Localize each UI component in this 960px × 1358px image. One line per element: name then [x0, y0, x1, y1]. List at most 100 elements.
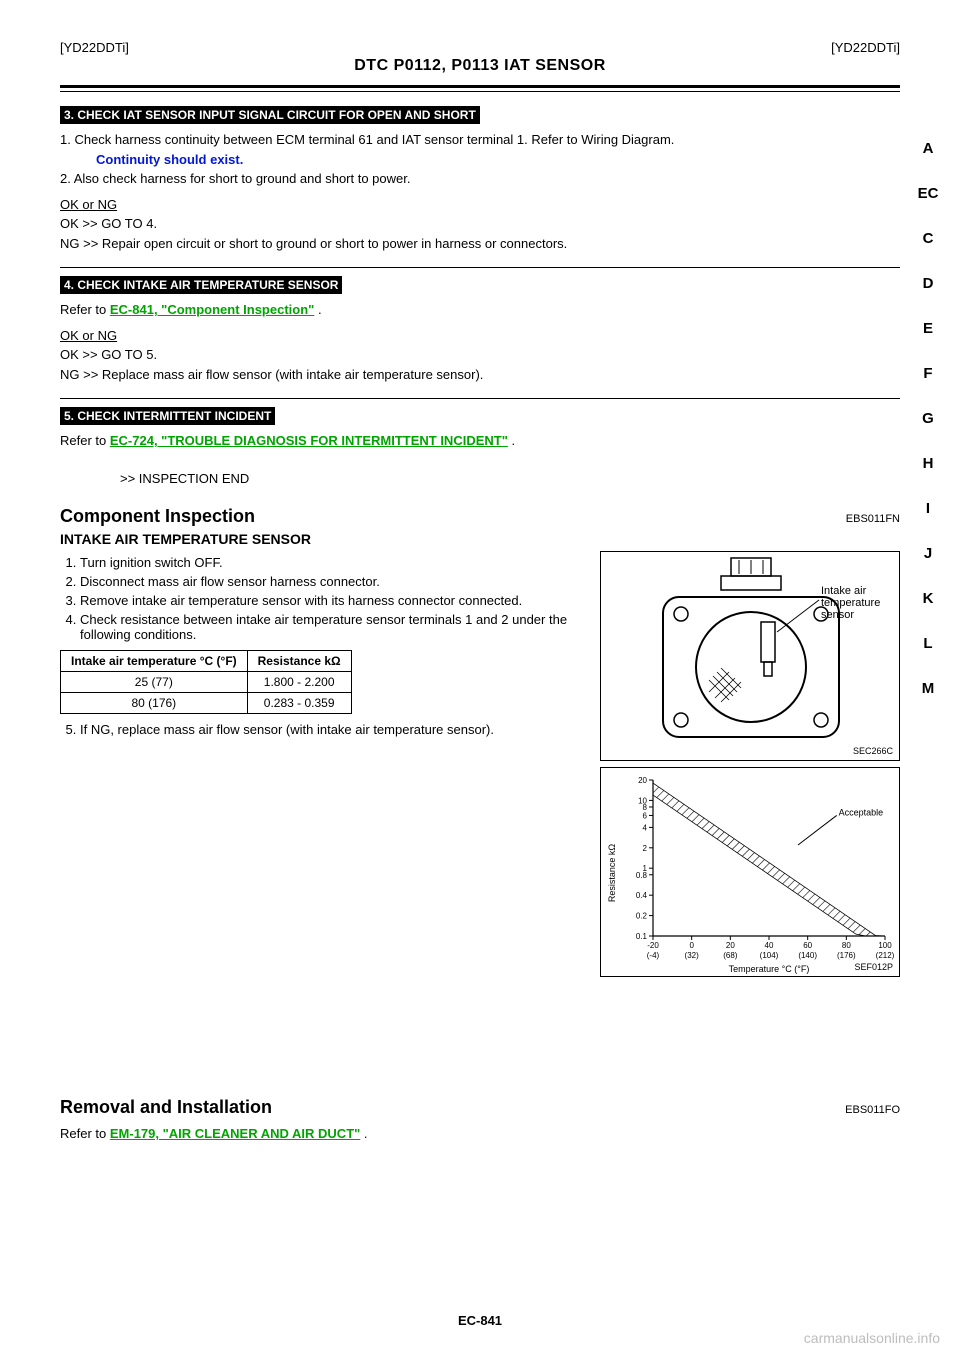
component-step-1: Turn ignition switch OFF.: [80, 555, 586, 570]
table-row: 25 (77) 1.800 - 2.200: [61, 672, 352, 693]
step3-section: 3. CHECK IAT SENSOR INPUT SIGNAL CIRCUIT…: [60, 106, 900, 253]
svg-text:0.4: 0.4: [636, 891, 648, 900]
tab-c[interactable]: C: [916, 230, 940, 247]
svg-text:40: 40: [765, 941, 774, 950]
svg-text:(68): (68): [723, 951, 738, 960]
divider: [60, 267, 900, 268]
svg-text:4: 4: [643, 823, 648, 832]
step5-period: .: [512, 433, 516, 448]
step3-result: Continuity should exist.: [96, 150, 900, 170]
svg-text:0.1: 0.1: [636, 932, 648, 941]
step3-line1: 1. Check harness continuity between ECM …: [60, 130, 900, 150]
tab-l[interactable]: L: [916, 635, 940, 652]
component-step-3: Remove intake air temperature sensor wit…: [80, 593, 586, 608]
header-left: [YD22DDTi]: [60, 40, 129, 55]
tab-j[interactable]: J: [916, 545, 940, 562]
svg-text:6: 6: [643, 811, 648, 820]
table-header-temp: Intake air temperature °C (°F): [61, 651, 248, 672]
svg-text:20: 20: [638, 776, 647, 785]
step4-section: 4. CHECK INTAKE AIR TEMPERATURE SENSOR R…: [60, 276, 900, 384]
divider: [60, 85, 900, 88]
step4-okng: OK or NG: [60, 326, 900, 346]
svg-text:80: 80: [842, 941, 851, 950]
svg-text:1: 1: [643, 864, 648, 873]
table-header-res: Resistance kΩ: [247, 651, 351, 672]
tab-a[interactable]: A: [916, 140, 940, 157]
step5-bar: 5. CHECK INTERMITTENT INCIDENT: [60, 407, 275, 425]
svg-text:60: 60: [803, 941, 812, 950]
tab-f[interactable]: F: [916, 365, 940, 382]
tab-e[interactable]: E: [916, 320, 940, 337]
step4-link[interactable]: EC-841, "Component Inspection": [110, 302, 314, 317]
svg-text:(140): (140): [798, 951, 817, 960]
figure-chart: 0.10.20.40.8124681020Resistance kΩ-20(-4…: [600, 767, 900, 977]
svg-text:10: 10: [638, 796, 647, 805]
svg-text:20: 20: [726, 941, 735, 950]
removal-link[interactable]: EM-179, "AIR CLEANER AND AIR DUCT": [110, 1126, 360, 1141]
svg-text:Temperature °C (°F): Temperature °C (°F): [729, 964, 810, 974]
tab-m[interactable]: M: [916, 680, 940, 697]
figure2-code: SEF012P: [854, 962, 893, 972]
component-code: EBS011FN: [846, 513, 900, 525]
step3-ok: OK >> GO TO 4.: [60, 214, 900, 234]
removal-code: EBS011FO: [845, 1104, 900, 1116]
svg-text:2: 2: [643, 844, 648, 853]
component-step-5: If NG, replace mass air flow sensor (wit…: [80, 722, 586, 737]
header-right: [YD22DDTi]: [831, 40, 900, 55]
component-step-4: Check resistance between intake air temp…: [80, 612, 586, 642]
step4-bar: 4. CHECK INTAKE AIR TEMPERATURE SENSOR: [60, 276, 342, 294]
component-heading: Component Inspection: [60, 506, 255, 527]
resistance-table: Intake air temperature °C (°F) Resistanc…: [60, 650, 352, 714]
side-nav-tabs: A EC C D E F G H I J K L M: [916, 140, 940, 697]
step5-end: >> INSPECTION END: [120, 469, 900, 489]
step4-refer: Refer to: [60, 302, 110, 317]
header-row: [YD22DDTi] [YD22DDTi]: [60, 40, 900, 55]
step3-okng: OK or NG: [60, 195, 900, 215]
svg-text:0.2: 0.2: [636, 912, 648, 921]
step4-ok: OK >> GO TO 5.: [60, 345, 900, 365]
svg-text:0: 0: [689, 941, 694, 950]
component-step-2: Disconnect mass air flow sensor harness …: [80, 574, 586, 589]
removal-heading: Removal and Installation: [60, 1097, 272, 1118]
removal-heading-row: Removal and Installation EBS011FO: [60, 1097, 900, 1118]
svg-text:(212): (212): [876, 951, 895, 960]
page-number: EC-841: [0, 1313, 960, 1328]
svg-text:sensor: sensor: [821, 609, 854, 621]
divider: [60, 91, 900, 92]
step3-bar: 3. CHECK IAT SENSOR INPUT SIGNAL CIRCUIT…: [60, 106, 480, 124]
tab-k[interactable]: K: [916, 590, 940, 607]
component-sub: INTAKE AIR TEMPERATURE SENSOR: [60, 531, 900, 547]
svg-text:Acceptable: Acceptable: [839, 807, 884, 817]
svg-text:(32): (32): [685, 951, 700, 960]
step5-refer: Refer to: [60, 433, 110, 448]
step4-period: .: [318, 302, 322, 317]
svg-text:(104): (104): [760, 951, 779, 960]
svg-text:temperature: temperature: [821, 597, 880, 609]
removal-period: .: [364, 1126, 368, 1141]
divider: [60, 398, 900, 399]
svg-text:Resistance kΩ: Resistance kΩ: [607, 844, 617, 903]
figure-sensor: Intake air temperature sensor SEC266C: [600, 551, 900, 761]
tab-h[interactable]: H: [916, 455, 940, 472]
tab-g[interactable]: G: [916, 410, 940, 427]
figure1-code: SEC266C: [853, 746, 893, 756]
svg-text:-20: -20: [647, 941, 659, 950]
tab-d[interactable]: D: [916, 275, 940, 292]
component-text: Turn ignition switch OFF. Disconnect mas…: [60, 551, 586, 741]
watermark: carmanualsonline.info: [804, 1330, 940, 1346]
removal-refer: Refer to: [60, 1126, 110, 1141]
component-heading-row: Component Inspection EBS011FN: [60, 506, 900, 527]
svg-text:(176): (176): [837, 951, 856, 960]
tab-i[interactable]: I: [916, 500, 940, 517]
tab-ec[interactable]: EC: [916, 185, 940, 202]
step3-line2: 2. Also check harness for short to groun…: [60, 169, 900, 189]
step3-ng: NG >> Repair open circuit or short to gr…: [60, 234, 900, 254]
svg-text:Intake air: Intake air: [821, 585, 867, 597]
svg-text:(-4): (-4): [647, 951, 660, 960]
step4-ng: NG >> Replace mass air flow sensor (with…: [60, 365, 900, 385]
table-row: 80 (176) 0.283 - 0.359: [61, 693, 352, 714]
page-title: DTC P0112, P0113 IAT SENSOR: [60, 57, 900, 75]
step5-section: 5. CHECK INTERMITTENT INCIDENT Refer to …: [60, 407, 900, 488]
svg-text:100: 100: [878, 941, 892, 950]
step5-link[interactable]: EC-724, "TROUBLE DIAGNOSIS FOR INTERMITT…: [110, 433, 508, 448]
